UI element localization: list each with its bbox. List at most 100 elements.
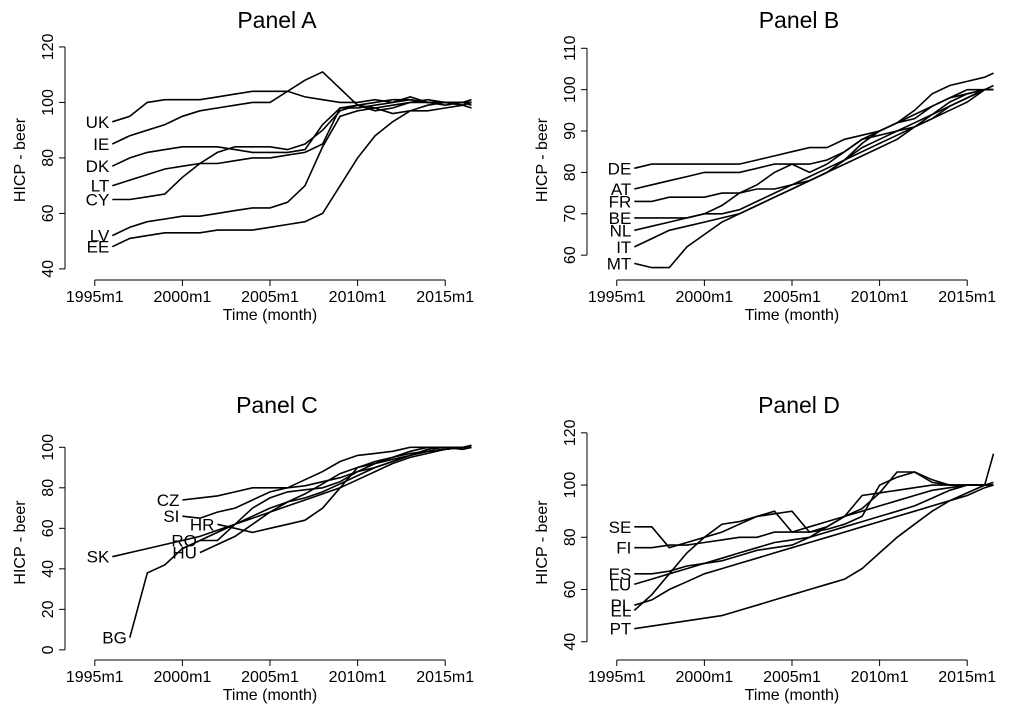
- y-tick-label: 100: [562, 76, 579, 103]
- x-tick-label: 2015m1: [416, 669, 474, 686]
- x-tick-label: 2015m1: [938, 669, 996, 686]
- series-line: [634, 72, 994, 269]
- series-label: HR: [190, 515, 215, 534]
- x-tick-label: 1995m1: [588, 289, 646, 306]
- y-tick-label: 100: [562, 472, 579, 499]
- x-axis-label: Time (month): [745, 307, 840, 324]
- y-tick-label: 120: [40, 33, 57, 60]
- x-axis-label: Time (month): [223, 687, 318, 704]
- series-line: [199, 446, 472, 554]
- x-tick-label: 2005m1: [763, 289, 821, 306]
- series-line: [111, 101, 472, 248]
- y-tick-label: 40: [562, 633, 579, 651]
- series-label: EL: [611, 601, 632, 620]
- series-line: [111, 101, 472, 237]
- y-axis-label: HICP - beer: [12, 500, 29, 585]
- y-tick-label: 100: [40, 89, 57, 116]
- x-axis-label: Time (month): [745, 687, 840, 704]
- series-label: LT: [91, 177, 110, 196]
- series-line: [633, 453, 995, 611]
- series-label: LU: [610, 575, 632, 594]
- y-tick-label: 100: [40, 434, 57, 461]
- series-line: [634, 484, 994, 575]
- y-tick-label: 40: [40, 560, 57, 578]
- x-tick-label: 2010m1: [851, 669, 909, 686]
- y-axis-label: HICP - beer: [12, 117, 29, 202]
- series-label: DK: [86, 157, 110, 176]
- x-tick-label: 2010m1: [329, 669, 387, 686]
- series-label: SI: [163, 507, 179, 526]
- y-tick-label: 20: [40, 600, 57, 618]
- panel: Panel B 60 70 80 90 100 110 1995m1 2000m1 2005m1 2…: [534, 7, 996, 324]
- series-label: CY: [86, 191, 110, 210]
- x-tick-label: 1995m1: [66, 669, 124, 686]
- y-tick-label: 40: [40, 260, 57, 278]
- series-label: SE: [609, 518, 632, 537]
- series-label: ES: [609, 565, 632, 584]
- series-line: [634, 471, 994, 549]
- series-line: [129, 446, 472, 638]
- series-label: FI: [616, 539, 631, 558]
- series-line: [112, 90, 472, 123]
- series-line: [634, 84, 994, 170]
- y-tick-label: 60: [40, 204, 57, 222]
- series-label: HU: [172, 544, 197, 563]
- y-tick-label: 110: [562, 35, 579, 61]
- series-label: BE: [609, 209, 632, 228]
- x-tick-label: 1995m1: [588, 669, 646, 686]
- x-tick-label: 2000m1: [675, 289, 733, 306]
- panel: Panel D 40 60 80 100 120 1995m1 2000m1 2005m1 201…: [534, 392, 996, 704]
- y-tick-label: 70: [562, 205, 579, 223]
- series-label: AT: [611, 180, 631, 199]
- panel: Panel A 40 60 80 100 120 1995m1 2000m1 2005m1 201…: [12, 7, 474, 324]
- y-tick-label: 0: [40, 645, 57, 654]
- y-tick-label: 80: [562, 163, 579, 181]
- x-tick-label: 2000m1: [153, 289, 211, 306]
- y-axis-label: HICP - beer: [534, 117, 551, 202]
- series-label: SK: [87, 548, 110, 567]
- y-tick-label: 80: [40, 479, 57, 497]
- y-tick-label: 90: [562, 122, 579, 140]
- series-label: PL: [611, 596, 632, 615]
- y-tick-label: 120: [562, 419, 579, 446]
- y-axis-label: HICP - beer: [534, 500, 551, 585]
- panel: Panel C 0 20 40 60 80 100 1995m1 2000m1 2005m1 201…: [12, 392, 474, 704]
- series-label: NL: [610, 221, 632, 240]
- series-line: [634, 88, 994, 232]
- x-tick-label: 2010m1: [329, 289, 387, 306]
- series-line: [634, 484, 994, 586]
- series-line: [634, 88, 994, 190]
- x-tick-label: 2005m1: [241, 289, 299, 306]
- series-line: [634, 88, 994, 203]
- y-tick-label: 80: [562, 528, 579, 546]
- series-label: PT: [610, 620, 632, 639]
- y-tick-label: 60: [562, 246, 579, 264]
- y-tick-label: 80: [40, 149, 57, 167]
- series-line: [111, 70, 472, 145]
- series-line: [217, 446, 472, 534]
- series-line: [634, 484, 994, 606]
- series-label: IE: [93, 135, 109, 154]
- series-label: FR: [609, 192, 632, 211]
- series-label: EE: [87, 238, 110, 257]
- series-line: [182, 446, 472, 520]
- x-axis-label: Time (month): [223, 307, 318, 324]
- panel-title: Panel B: [759, 7, 840, 33]
- series-line: [112, 98, 472, 187]
- x-tick-label: 2005m1: [241, 669, 299, 686]
- series-line: [634, 481, 994, 549]
- panel-title: Panel D: [758, 392, 840, 418]
- panel-title: Panel A: [237, 7, 317, 33]
- y-tick-label: 60: [40, 519, 57, 537]
- x-tick-label: 2010m1: [851, 289, 909, 306]
- series-line: [111, 98, 472, 167]
- x-tick-label: 2000m1: [675, 669, 733, 686]
- series-label: IT: [616, 238, 631, 257]
- series-line: [112, 98, 472, 201]
- x-tick-label: 2005m1: [763, 669, 821, 686]
- series-label: BG: [102, 629, 127, 648]
- series-label: UK: [86, 113, 110, 132]
- series-line: [112, 446, 472, 558]
- y-tick-label: 60: [562, 581, 579, 599]
